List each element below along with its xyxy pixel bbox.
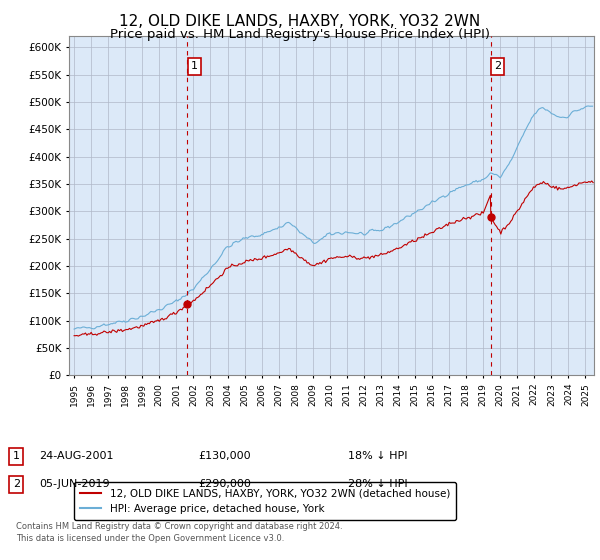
Text: 28% ↓ HPI: 28% ↓ HPI bbox=[348, 479, 407, 489]
Text: This data is licensed under the Open Government Licence v3.0.: This data is licensed under the Open Gov… bbox=[16, 534, 284, 543]
Text: 12, OLD DIKE LANDS, HAXBY, YORK, YO32 2WN: 12, OLD DIKE LANDS, HAXBY, YORK, YO32 2W… bbox=[119, 14, 481, 29]
Text: 05-JUN-2019: 05-JUN-2019 bbox=[39, 479, 110, 489]
Text: £130,000: £130,000 bbox=[198, 451, 251, 461]
Text: £290,000: £290,000 bbox=[198, 479, 251, 489]
Text: 24-AUG-2001: 24-AUG-2001 bbox=[39, 451, 113, 461]
Text: 18% ↓ HPI: 18% ↓ HPI bbox=[348, 451, 407, 461]
Text: 1: 1 bbox=[13, 451, 20, 461]
Legend: 12, OLD DIKE LANDS, HAXBY, YORK, YO32 2WN (detached house), HPI: Average price, : 12, OLD DIKE LANDS, HAXBY, YORK, YO32 2W… bbox=[74, 482, 456, 520]
Text: 2: 2 bbox=[13, 479, 20, 489]
Text: 1: 1 bbox=[191, 62, 198, 72]
Text: Price paid vs. HM Land Registry's House Price Index (HPI): Price paid vs. HM Land Registry's House … bbox=[110, 28, 490, 41]
Text: Contains HM Land Registry data © Crown copyright and database right 2024.: Contains HM Land Registry data © Crown c… bbox=[16, 522, 343, 531]
Text: 2: 2 bbox=[494, 62, 501, 72]
